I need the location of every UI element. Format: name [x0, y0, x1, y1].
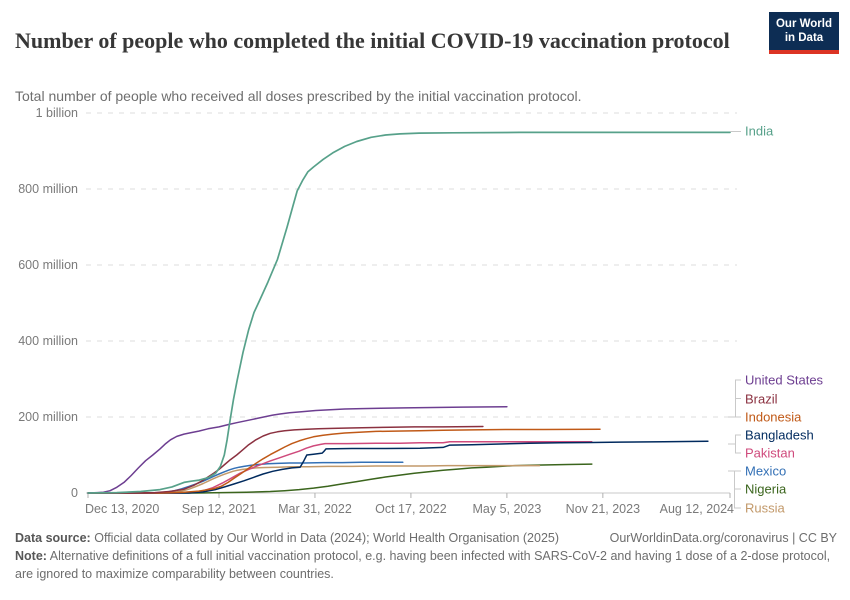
series-line-russia[interactable] [87, 464, 541, 494]
x-axis-label-2: Sep 12, 2021 [181, 502, 257, 516]
y-axis-label-800-million: 800 million [18, 182, 78, 196]
legend-connector-2 [728, 379, 741, 418]
legend-connector-4 [728, 470, 741, 509]
note-text: Alternative definitions of a full initia… [15, 548, 831, 581]
chart-subtitle: Total number of people who received all … [15, 88, 582, 104]
owid-logo-line1: Our World [775, 18, 832, 30]
series-line-brazil[interactable] [87, 425, 484, 494]
series-line-india[interactable] [87, 131, 731, 494]
y-axis-label-1-billion: 1 billion [35, 106, 78, 120]
series-label-indonesia[interactable]: Indonesia [745, 409, 802, 425]
series-line-bangladesh[interactable] [87, 440, 709, 494]
owid-logo-line2: in Data [784, 32, 824, 45]
note-line: Note: Alternative definitions of a full … [15, 548, 837, 584]
line-chart: 0 200 million 400 million 600 million 800 mi… [18, 106, 824, 516]
series-label-brazil[interactable]: Brazil [745, 391, 778, 407]
note-label: Note: [15, 548, 47, 563]
series-label-india[interactable]: India [745, 123, 774, 139]
y-axis-label-400-million: 400 million [18, 334, 78, 348]
chart-footer: Data source: Official data collated by O… [15, 530, 837, 583]
x-axis-label-1: Dec 13, 2020 [85, 502, 160, 516]
series-label-russia[interactable]: Russia [745, 500, 785, 516]
owid-link[interactable]: OurWorldinData.org/coronavirus | CC BY [609, 531, 837, 545]
datasource-text: Data source: Official data collated by O… [15, 530, 559, 548]
y-axis-label-600-million: 600 million [18, 258, 78, 272]
datasource-value: Official data collated by Our World in D… [94, 531, 560, 545]
datasource-label: Data source: [15, 531, 91, 545]
series-line-indonesia[interactable] [87, 428, 601, 494]
series-label-pakistan[interactable]: Pakistan [745, 445, 795, 461]
series-line-united-states[interactable] [87, 405, 508, 494]
x-axis-label-4: Oct 17, 2022 [375, 502, 447, 516]
datasource-line: Data source: Official data collated by O… [15, 530, 837, 548]
page-title: Number of people who completed the initi… [15, 27, 730, 53]
y-axis-label-200-million: 200 million [18, 410, 78, 424]
legend-connector-3 [728, 434, 741, 454]
y-axis-label-0: 0 [71, 486, 78, 500]
series-label-united-states[interactable]: United States [745, 372, 824, 388]
x-axis-label-6: Nov 21, 2023 [565, 502, 641, 516]
x-axis-label-3: Mar 31, 2022 [278, 502, 352, 516]
series-label-bangladesh[interactable]: Bangladesh [745, 427, 814, 443]
series-label-mexico[interactable]: Mexico [745, 463, 787, 479]
owid-logo[interactable]: Our World in Data [769, 12, 839, 54]
series-line-pakistan[interactable] [87, 440, 593, 494]
plot-svg [86, 112, 741, 509]
x-axis-label-5: May 5, 2023 [472, 502, 542, 516]
x-axis-label-7: Aug 12, 2024 [659, 502, 734, 516]
series-label-nigeria[interactable]: Nigeria [745, 481, 787, 497]
